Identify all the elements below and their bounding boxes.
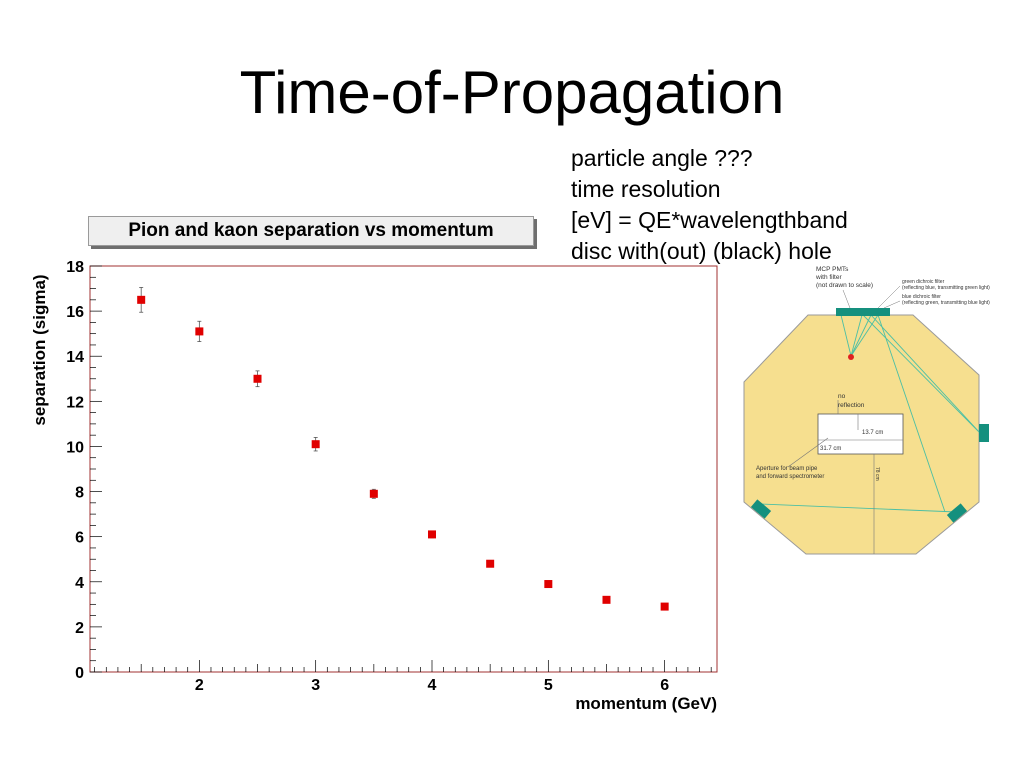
note-item: time resolution bbox=[571, 176, 721, 202]
x-axis-label: momentum (GeV) bbox=[575, 694, 717, 713]
y-tick-label: 4 bbox=[75, 575, 84, 592]
y-tick-label: 0 bbox=[75, 665, 84, 682]
label-dim-1: 13.7 cm bbox=[862, 430, 883, 436]
label-no-reflection-2: reflection bbox=[838, 402, 865, 409]
label-dim-2: 31.7 cm bbox=[820, 446, 841, 452]
dimension-lines bbox=[787, 400, 903, 554]
data-point bbox=[311, 440, 320, 449]
label-mcp-2: with filter bbox=[815, 274, 842, 281]
label-dim-3: 78 cm bbox=[874, 467, 880, 481]
note-item: particle angle ??? bbox=[571, 145, 753, 171]
y-tick-label: 18 bbox=[66, 259, 84, 276]
detector-diagram: MCP PMTs with filter (not drawn to scale… bbox=[743, 266, 990, 555]
aperture-box bbox=[817, 413, 904, 455]
data-point bbox=[602, 595, 611, 604]
note-item: [eV] = QE*wavelengthband bbox=[571, 207, 848, 233]
y-tick-label: 10 bbox=[66, 439, 84, 456]
note-item: disc with(out) (black) hole bbox=[571, 238, 832, 264]
label-blue-filter-2: (reflecting green, transmitting blue lig… bbox=[902, 300, 990, 306]
x-tick-label: 5 bbox=[544, 677, 553, 694]
label-green-filter-2: (reflecting blue, transmitting green lig… bbox=[902, 285, 990, 291]
data-point bbox=[660, 602, 669, 611]
sensor-top bbox=[836, 308, 890, 316]
x-tick-label: 3 bbox=[311, 677, 320, 694]
x-tick-label: 6 bbox=[660, 677, 669, 694]
data-point bbox=[486, 559, 495, 568]
chart-plot: 0 2 4 6 8 10 12 14 16 18 2 3 4 5 6 bbox=[66, 259, 718, 694]
sensor-right bbox=[979, 424, 989, 442]
label-aperture-2: and forward spectrometer bbox=[756, 474, 824, 480]
data-point bbox=[369, 489, 378, 498]
y-tick-label: 8 bbox=[75, 485, 84, 502]
label-mcp-3: (not drawn to scale) bbox=[816, 282, 873, 289]
chart-title: Pion and kaon separation vs momentum bbox=[88, 216, 534, 246]
sensor-left bbox=[750, 499, 772, 519]
y-axis-label: separation (sigma) bbox=[30, 274, 49, 426]
data-point bbox=[544, 580, 553, 589]
notes-list: particle angle ??? time resolution [eV] … bbox=[571, 143, 848, 267]
label-green-filter-1: green dichroic filter bbox=[902, 279, 945, 285]
x-tick-label: 2 bbox=[195, 677, 204, 694]
label-blue-filter-1: blue dichroic filter bbox=[902, 294, 941, 300]
y-tick-label: 12 bbox=[66, 394, 84, 411]
label-leaders bbox=[842, 285, 901, 309]
data-point bbox=[428, 530, 436, 539]
label-mcp-1: MCP PMTs bbox=[816, 266, 849, 273]
data-point bbox=[195, 327, 204, 336]
y-tick-label: 14 bbox=[66, 349, 84, 366]
data-point bbox=[137, 295, 146, 304]
y-tick-label: 16 bbox=[66, 304, 84, 321]
slide-title: Time-of-Propagation bbox=[239, 59, 785, 126]
particle-dot bbox=[848, 354, 854, 360]
sensor-bottom-right bbox=[946, 503, 968, 523]
y-tick-label: 6 bbox=[75, 530, 84, 547]
x-tick-label: 4 bbox=[428, 677, 437, 694]
label-no-reflection-1: no bbox=[838, 393, 846, 400]
light-rays bbox=[759, 314, 982, 513]
label-aperture-1: Aperture for beam pipe bbox=[756, 466, 818, 472]
plot-frame bbox=[89, 265, 718, 673]
data-point bbox=[253, 374, 262, 383]
y-tick-label: 2 bbox=[75, 620, 84, 637]
